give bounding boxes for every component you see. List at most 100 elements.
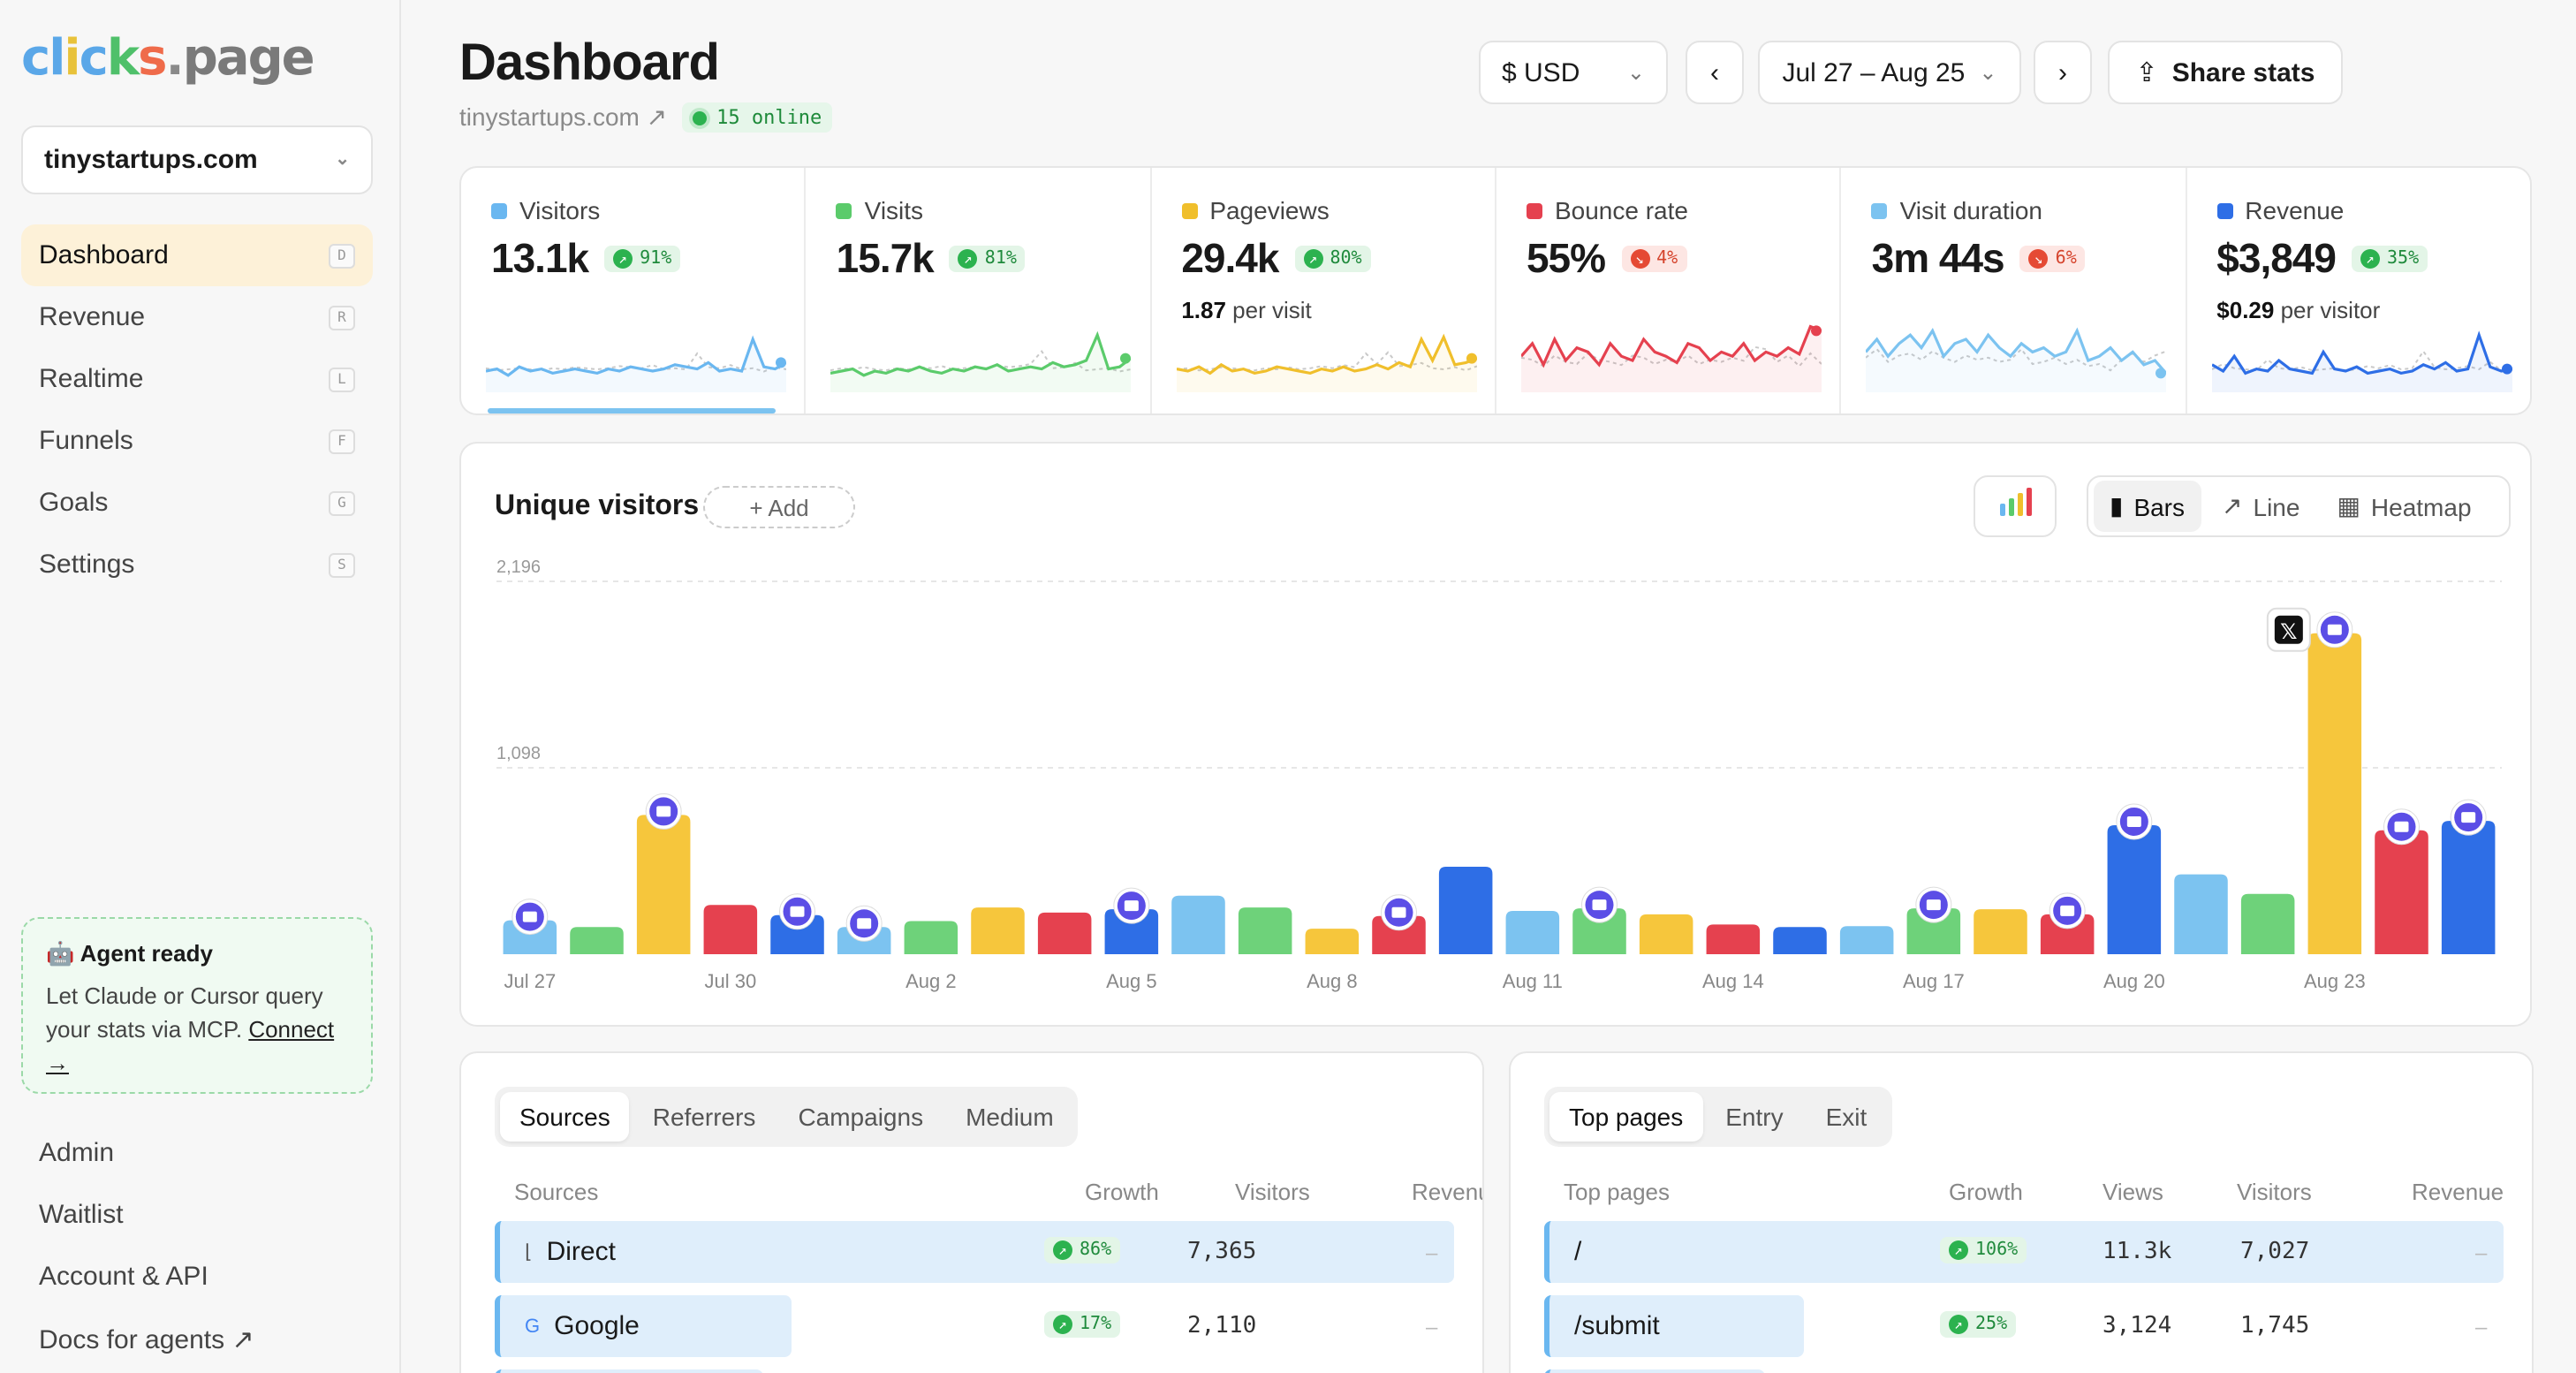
mode-bars[interactable]: ▮ Bars (2094, 481, 2201, 532)
stat-card-visits[interactable]: Visits 15.7k ↗ 81% (807, 168, 1152, 413)
annotation-marker-icon[interactable] (845, 905, 883, 942)
stat-card-revenue[interactable]: Revenue $3,849 ↗ 35% $0.29 per visitor (2186, 168, 2530, 413)
bar[interactable] (1639, 914, 1693, 954)
bar[interactable] (636, 815, 691, 954)
x-tick-label: Aug 23 (2304, 970, 2366, 992)
sparkline-end-dot (1466, 353, 1477, 364)
row-name: ⌊ Direct (525, 1221, 616, 1283)
annotation-marker-icon[interactable] (511, 899, 549, 936)
row-visitors: 7,365 (1187, 1239, 1257, 1265)
annotation-marker-icon[interactable] (1581, 886, 1618, 923)
sidebar-item-realtime[interactable]: Realtime L (21, 348, 373, 410)
share-stats-button[interactable]: ⇪ Share stats (2108, 41, 2343, 104)
chevron-right-icon: › (2058, 57, 2067, 87)
site-link[interactable]: tinystartups.com ↗ (459, 102, 668, 131)
bar[interactable] (2174, 874, 2228, 954)
stat-card-bounce-rate[interactable]: Bounce rate 55% ↘ 4% (1496, 168, 1842, 413)
annotation-marker-icon[interactable] (1381, 894, 1417, 931)
sidebar-item-account-api[interactable]: Account & API (39, 1262, 208, 1292)
annotation-marker-icon[interactable] (1915, 886, 1952, 923)
currency-select[interactable]: $ USD ⌄ (1479, 41, 1668, 104)
bar[interactable] (2107, 824, 2162, 954)
tab-referrers[interactable]: Referrers (652, 1103, 756, 1131)
bar[interactable] (1372, 915, 1426, 954)
bar[interactable] (971, 907, 1025, 954)
bar[interactable] (570, 927, 624, 954)
online-badge[interactable]: 15 online (681, 102, 833, 133)
bar[interactable] (1974, 909, 2027, 954)
connect-link[interactable]: Connect → (46, 1016, 335, 1076)
date-range-label: Jul 27 – Aug 25 (1782, 57, 1966, 87)
share-bar (1544, 1295, 1804, 1357)
annotation-marker-icon[interactable] (2049, 892, 2086, 929)
sidebar-item-docs-agents[interactable]: Docs for agents ↗ (39, 1324, 254, 1354)
bar-icon-part (2017, 493, 2022, 516)
sidebar-item-funnels[interactable]: Funnels F (21, 410, 373, 472)
previous-period-line (830, 349, 1132, 373)
bar[interactable] (1706, 924, 1761, 954)
tab-exit[interactable]: Exit (1825, 1103, 1868, 1131)
sidebar-item-dashboard[interactable]: Dashboard D (21, 224, 373, 286)
stat-extra: $0.29 per visitor (2216, 297, 2500, 323)
table-row[interactable]: 𝕏X (495, 1369, 1454, 1373)
bar[interactable] (770, 914, 824, 954)
tab-campaigns[interactable]: Campaigns (798, 1103, 924, 1131)
bar[interactable] (703, 905, 758, 954)
sidebar-item-waitlist[interactable]: Waitlist (39, 1200, 124, 1230)
site-selector[interactable]: tinystartups.com ⌄ (21, 125, 373, 194)
bar[interactable] (2441, 821, 2496, 954)
mode-heatmap[interactable]: ▦ Heatmap (2321, 481, 2487, 532)
tab-medium[interactable]: Medium (966, 1103, 1054, 1131)
tab-top-pages[interactable]: Top pages (1549, 1092, 1703, 1142)
bar[interactable] (1104, 909, 1159, 954)
bar[interactable] (1906, 908, 1961, 954)
annotation-marker-icon[interactable] (2316, 611, 2353, 649)
bar[interactable] (1171, 895, 1225, 954)
x-tick-label: Jul 27 (504, 970, 556, 992)
tab-entry[interactable]: Entry (1725, 1103, 1784, 1131)
sidebar-item-settings[interactable]: Settings S (21, 534, 373, 595)
bar[interactable] (2375, 830, 2428, 954)
tab-sources[interactable]: Sources (500, 1092, 630, 1142)
annotation-marker-icon[interactable] (2116, 803, 2153, 840)
stat-card-pageviews[interactable]: Pageviews 29.4k ↗ 80% 1.87 per visit (1151, 168, 1496, 413)
stat-card-visit-duration[interactable]: Visit duration 3m 44s ↘ 6% (1842, 168, 2187, 413)
annotation-marker-icon[interactable] (645, 793, 682, 830)
annotation-marker-icon[interactable] (2383, 808, 2420, 846)
table-row[interactable]: / ↗ 106% 11.3k 7,027 – (1544, 1221, 2504, 1283)
annotation-marker-icon[interactable] (1113, 887, 1150, 924)
annotation-marker-icon[interactable] (2450, 799, 2487, 836)
logo[interactable]: clicks.page (21, 28, 315, 87)
stat-card-visitors[interactable]: Visitors 13.1k ↗ 91% (461, 168, 807, 413)
sidebar-item-admin[interactable]: Admin (39, 1138, 115, 1168)
next-range-button[interactable]: › (2034, 41, 2092, 104)
annotation-marker-icon[interactable] (779, 893, 815, 930)
table-row[interactable]: /submit ↗ 25% 3,124 1,745 – (1544, 1295, 2504, 1357)
x-logo-icon[interactable]: 𝕏 (2266, 607, 2311, 652)
arrow-up-right-icon: ↗ (613, 249, 633, 269)
table-row[interactable]: G Google ↗ 17% 2,110 – (495, 1295, 1454, 1357)
table-row[interactable] (1544, 1369, 2504, 1373)
bar[interactable] (2040, 914, 2095, 954)
sidebar-item-goals[interactable]: Goals G (21, 472, 373, 534)
bar[interactable] (1238, 907, 1292, 954)
bar[interactable] (1572, 908, 1626, 954)
bar[interactable] (1037, 912, 1092, 954)
bar[interactable] (1505, 910, 1560, 954)
sidebar-item-revenue[interactable]: Revenue R (21, 286, 373, 348)
add-button[interactable]: + Add (703, 486, 855, 528)
color-bars-button[interactable] (1974, 475, 2057, 537)
color-swatch (836, 202, 852, 218)
bar[interactable] (1438, 867, 1493, 954)
bar[interactable] (2240, 893, 2295, 954)
bar[interactable] (2307, 633, 2362, 954)
table-row[interactable]: ⌊ Direct ↗ 86% 7,365 – (495, 1221, 1454, 1283)
bar[interactable] (1305, 929, 1360, 954)
mode-line[interactable]: ↗ Line (2206, 481, 2315, 532)
bar[interactable] (1773, 927, 1827, 954)
prev-range-button[interactable]: ‹ (1686, 41, 1744, 104)
bar[interactable] (1839, 926, 1894, 954)
date-range-select[interactable]: Jul 27 – Aug 25 ⌄ (1758, 41, 2021, 104)
stat-label-text: Visit duration (1899, 196, 2042, 224)
bar[interactable] (904, 921, 958, 954)
